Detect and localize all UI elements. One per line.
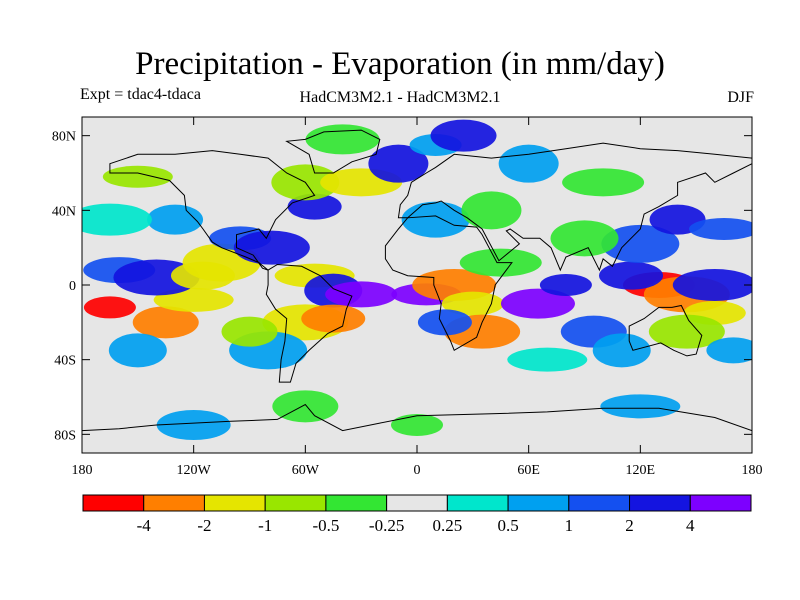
colorbar-label: 0.25 <box>432 516 462 535</box>
colorbar: -4 -2 -1 -0.5 -0.25 0.25 0.5 1 2 4 <box>82 494 752 535</box>
field-region <box>156 410 231 440</box>
colorbar-swatch <box>689 494 752 512</box>
field-region <box>507 347 588 372</box>
lon-tick-label: 60W <box>292 463 320 478</box>
colorbar-label: 0.5 <box>497 516 518 535</box>
field-region <box>325 281 398 308</box>
coastline-antarctica <box>82 403 752 432</box>
field-region <box>706 337 752 364</box>
lat-tick-label: 0 <box>69 279 76 294</box>
field-region <box>430 119 497 152</box>
field-region <box>689 218 752 240</box>
field-region <box>601 224 680 263</box>
field-region <box>562 168 645 197</box>
colorbar-swatch <box>507 494 570 512</box>
model-label: HadCM3M2.1 - HadCM3M2.1 <box>299 89 501 106</box>
field-region <box>272 390 339 423</box>
colorbar-swatch <box>629 494 691 512</box>
lon-tick-label: 120E <box>626 463 656 478</box>
field-region <box>108 333 167 368</box>
field-region <box>550 220 619 257</box>
colorbar-label: 1 <box>565 516 574 535</box>
colorbar-label: -1 <box>258 516 272 535</box>
precip-field-layer <box>82 119 752 440</box>
coastline-africa <box>384 215 513 352</box>
field-region <box>82 203 152 236</box>
lat-tick-label: 80S <box>54 428 76 443</box>
field-region <box>417 309 472 336</box>
field-region <box>672 269 752 301</box>
field-region <box>500 288 575 319</box>
field-region <box>301 304 366 333</box>
colorbar-swatch <box>82 494 145 512</box>
experiment-label: Expt = tdac4-tdaca <box>80 86 201 103</box>
coastline-eurasia <box>397 142 752 272</box>
coastline-north-america <box>109 150 316 271</box>
field-region <box>498 144 559 183</box>
lon-tick-label: 180 <box>742 463 763 478</box>
field-region <box>147 204 204 235</box>
field-region <box>132 306 199 339</box>
colorbar-label: -0.5 <box>312 516 339 535</box>
field-region <box>600 394 681 419</box>
coastline-layer <box>82 129 752 432</box>
page-title: Precipitation - Evaporation (in mm/day) <box>135 46 665 82</box>
field-region <box>233 230 310 265</box>
colorbar-swatch <box>568 494 631 512</box>
colorbar-swatch <box>386 494 448 512</box>
field-region <box>599 261 664 290</box>
field-region <box>401 201 470 238</box>
lat-tick-label: 40S <box>54 354 76 369</box>
field-region <box>592 333 651 368</box>
colorbar-swatch <box>325 494 388 512</box>
colorbar-swatch <box>203 494 266 512</box>
field-region <box>221 316 278 347</box>
field-region <box>368 144 429 183</box>
lon-tick-label: 180 <box>72 463 93 478</box>
colorbar-label: 4 <box>686 516 695 535</box>
colorbar-label: -2 <box>197 516 211 535</box>
colorbar-swatch <box>264 494 327 512</box>
lon-tick-label: 60E <box>517 463 540 478</box>
field-region <box>391 414 443 436</box>
field-region <box>102 165 173 188</box>
colorbar-label: 2 <box>625 516 634 535</box>
lat-tick-label: 40N <box>52 204 76 219</box>
coastline-australia <box>628 304 703 357</box>
colorbar-label: -4 <box>137 516 152 535</box>
field-region <box>305 124 380 155</box>
lon-tick-label: 0 <box>414 463 421 478</box>
field-region <box>648 314 725 349</box>
coastline-greenland <box>285 129 381 174</box>
field-region <box>83 296 136 319</box>
coastline-south-america <box>265 263 353 383</box>
season-label: DJF <box>727 89 754 106</box>
colorbar-swatch <box>143 494 205 512</box>
colorbar-swatch <box>446 494 509 512</box>
lon-tick-label: 120W <box>177 463 212 478</box>
colorbar-label: -0.25 <box>369 516 404 535</box>
field-region <box>461 191 522 230</box>
axis-layer: 80N 40N 0 40S 80S 180 120W 60W 0 60E 120E 180 <box>52 117 763 478</box>
lat-tick-label: 80N <box>52 130 76 145</box>
field-region <box>539 274 592 296</box>
